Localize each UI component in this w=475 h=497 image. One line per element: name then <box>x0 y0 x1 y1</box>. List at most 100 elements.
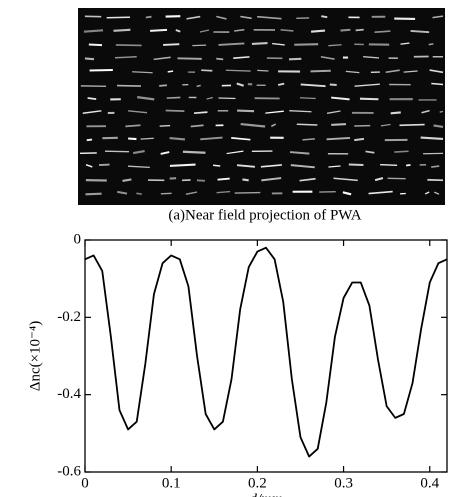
speckle <box>280 29 294 32</box>
speckle <box>114 56 137 59</box>
speckle <box>328 44 342 47</box>
speckle <box>160 151 170 155</box>
speckle <box>216 57 224 61</box>
x-tick-label: 0.1 <box>162 475 181 491</box>
speckle <box>166 96 181 99</box>
speckle <box>421 109 430 114</box>
speckle <box>399 123 425 127</box>
speckle <box>340 28 351 32</box>
speckle <box>117 84 141 87</box>
speckle <box>136 192 142 195</box>
speckle <box>368 190 393 195</box>
y-tick-label: -0.4 <box>57 386 81 402</box>
speckle <box>122 178 132 183</box>
near-field-image <box>78 8 445 205</box>
speckle <box>296 123 318 126</box>
speckle <box>175 29 181 33</box>
speckle <box>218 42 245 46</box>
speckle <box>400 42 410 45</box>
speckle <box>233 56 250 59</box>
speckle <box>185 191 198 195</box>
speckle <box>132 71 153 74</box>
speckle <box>106 16 131 19</box>
speckle <box>374 30 391 34</box>
speckle <box>85 192 102 196</box>
speckle <box>354 137 365 142</box>
speckle <box>87 97 97 100</box>
speckle <box>410 30 430 34</box>
speckle <box>439 110 444 113</box>
y-axis-label: Δnc(×10⁻⁴) <box>27 321 43 391</box>
speckle <box>236 164 256 168</box>
speckle <box>216 15 227 20</box>
speckle <box>115 44 142 47</box>
speckle <box>159 124 171 127</box>
speckle <box>217 177 230 181</box>
speckle <box>128 110 148 114</box>
speckle <box>117 190 128 195</box>
speckle <box>193 111 208 115</box>
x-axis-label: d/mm <box>249 491 283 497</box>
speckle <box>265 110 284 114</box>
speckle <box>321 15 328 19</box>
speckle <box>86 138 93 142</box>
speckle <box>289 110 312 113</box>
speckle <box>277 82 285 86</box>
speckle <box>206 96 213 100</box>
speckle <box>186 15 201 20</box>
speckle <box>272 42 285 46</box>
speckle <box>380 164 398 167</box>
speckle <box>140 137 154 140</box>
speckle <box>240 15 252 20</box>
speckle <box>160 192 172 195</box>
speckle <box>424 191 430 195</box>
speckle <box>403 70 418 73</box>
speckle <box>270 123 277 128</box>
speckle <box>242 178 249 182</box>
speckle <box>128 137 137 141</box>
speckle <box>294 43 319 46</box>
speckle <box>331 96 350 101</box>
speckle <box>153 56 171 61</box>
speckle <box>113 28 131 32</box>
speckle <box>432 15 444 19</box>
speckle <box>199 29 210 33</box>
speckle <box>406 164 411 167</box>
speckle <box>213 164 221 167</box>
speckle <box>345 70 360 74</box>
speckle <box>150 28 168 32</box>
speckle <box>167 70 174 73</box>
x-tick-label: 0.2 <box>248 475 267 491</box>
speckle <box>98 163 110 167</box>
speckle <box>428 43 434 46</box>
plot-frame <box>84 239 448 473</box>
speckle <box>200 136 223 141</box>
speckle <box>132 150 145 155</box>
speckle <box>84 57 95 61</box>
x-tick-label: 0 <box>81 475 89 491</box>
speckle <box>163 43 180 46</box>
speckle <box>236 82 244 87</box>
speckle <box>331 123 347 126</box>
speckle <box>329 83 337 86</box>
speckle <box>429 69 444 74</box>
speckle <box>237 109 255 113</box>
speckle <box>326 110 341 114</box>
speckle <box>302 138 315 141</box>
speckle <box>83 29 104 33</box>
speckle <box>165 109 185 113</box>
caption: (a)Near field projection of PWA <box>168 207 361 223</box>
x-tick-label: 0.3 <box>334 475 353 491</box>
speckle <box>333 177 358 182</box>
y-tick-label: 0 <box>74 231 82 247</box>
speckle <box>234 28 245 32</box>
y-tick-label: -0.2 <box>57 309 81 325</box>
speckle <box>216 190 231 194</box>
speckle <box>127 165 150 169</box>
speckle <box>85 164 93 168</box>
speckle <box>169 163 196 167</box>
speckle <box>354 83 380 87</box>
speckle <box>261 177 282 182</box>
speckle <box>288 57 302 61</box>
